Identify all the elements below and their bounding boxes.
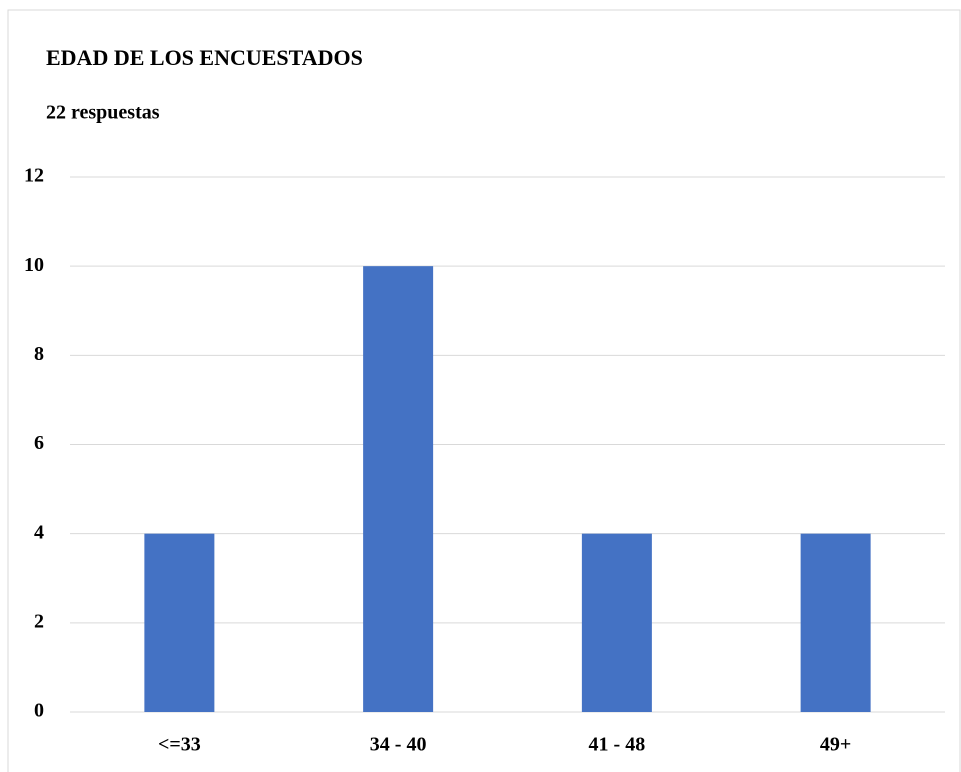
y-tick-label: 4 [34,521,44,543]
y-tick-label: 0 [34,700,44,722]
chart-title: EDAD DE LOS ENCUESTADOS [46,45,363,70]
y-tick-label: 2 [34,610,44,632]
bar [144,533,215,712]
x-tick-label: 41 - 48 [589,734,646,756]
bar [363,266,434,712]
x-tick-label: 49+ [820,734,851,756]
bar [581,533,652,712]
chart-border [7,9,961,772]
x-tick-label: 34 - 40 [370,734,427,756]
y-tick-label: 8 [34,343,44,365]
chart-subtitle: 22 respuestas [46,102,160,124]
bar [800,533,871,712]
y-tick-label: 12 [24,165,44,187]
y-tick-label: 10 [24,254,44,276]
y-tick-label: 6 [34,432,44,454]
x-tick-label: <=33 [158,734,201,756]
